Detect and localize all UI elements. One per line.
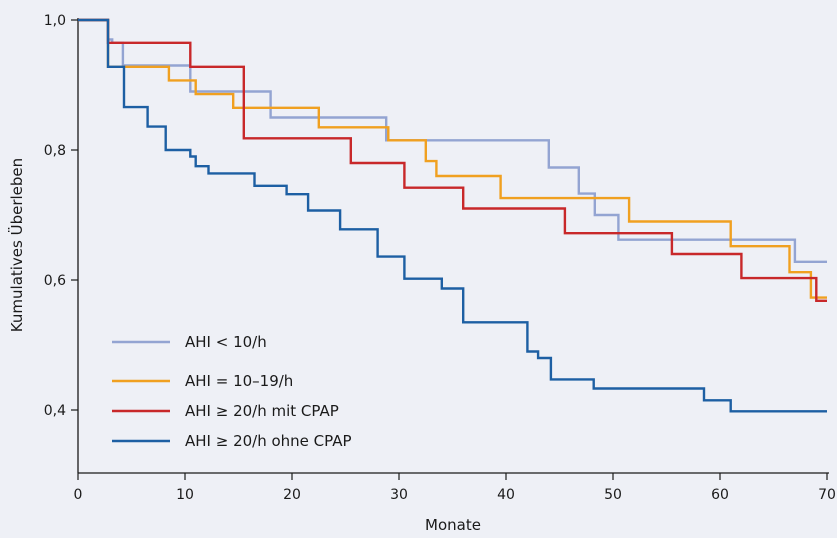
legend: AHI < 10/h AHI = 10–19/h AHI ≥ 20/h mit CP…	[112, 333, 352, 450]
series-line-3	[78, 18, 827, 302]
x-tick-label: 40	[497, 487, 515, 503]
legend-label-2: AHI = 10–19/h	[185, 372, 293, 390]
x-tick-label: 20	[283, 487, 301, 503]
y-tick-label: 1,0	[44, 13, 66, 29]
x-axis-title: Monate	[425, 516, 481, 534]
legend-label-4: AHI ≥ 20/h ohne CPAP	[185, 432, 352, 450]
legend-label-1: AHI < 10/h	[185, 333, 267, 351]
y-tick-label: 0,6	[44, 273, 66, 289]
y-axis-title: Kumulatives Überleben	[7, 158, 26, 332]
y-tick-label: 0,8	[44, 143, 66, 159]
ticks: 0 10 20 30 40 50 60 70 0,4 0,6 0,8 1,0	[44, 13, 836, 503]
series-line-2	[78, 18, 827, 299]
x-tick-label: 10	[176, 487, 194, 503]
y-tick-label: 0,4	[44, 403, 66, 419]
series-layer	[78, 18, 827, 413]
x-tick-label: 50	[604, 487, 622, 503]
x-tick-label: 0	[74, 487, 83, 503]
legend-label-3: AHI ≥ 20/h mit CPAP	[185, 402, 339, 420]
series-line-4	[78, 18, 827, 413]
x-tick-label: 70	[818, 487, 836, 503]
x-tick-label: 30	[390, 487, 408, 503]
x-tick-label: 60	[711, 487, 729, 503]
axes	[77, 18, 829, 474]
